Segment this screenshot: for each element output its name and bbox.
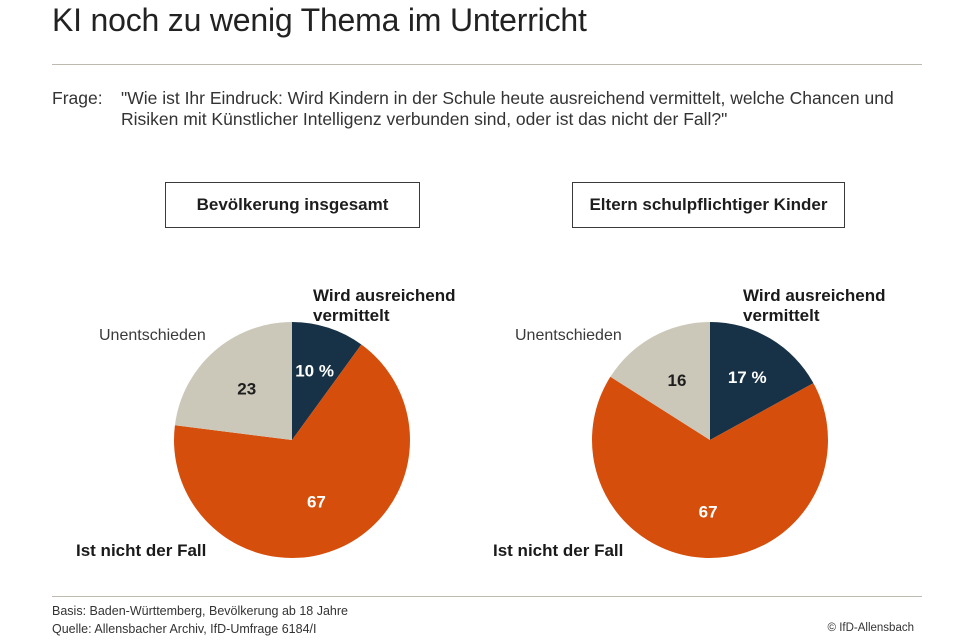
pie-left-label-unentschieden: Unentschieden xyxy=(99,327,206,344)
pie-right: 17 % 67 16 Wird ausreichend vermittelt U… xyxy=(493,286,886,560)
pie-right-value-nicht: 67 xyxy=(699,502,718,521)
pie-right-label-nicht: Ist nicht der Fall xyxy=(493,541,623,560)
pie-right-value-unentschieden: 16 xyxy=(668,371,687,390)
pie-left-label-nicht: Ist nicht der Fall xyxy=(76,541,206,560)
pie-charts: 10 % 67 23 Wird ausreichend vermittelt U… xyxy=(76,286,886,560)
pie-left-title: Bevölkerung insgesamt xyxy=(165,182,420,228)
pie-left-slice-ausreichend xyxy=(292,322,362,440)
pie-left-value-unentschieden: 23 xyxy=(237,380,256,399)
pie-left-value-nicht: 67 xyxy=(307,492,326,511)
pie-left-value-ausreichend: 10 % xyxy=(295,361,334,380)
bottom-divider xyxy=(52,596,922,597)
pie-right-label-ausreichend-line1: Wird ausreichend xyxy=(743,286,886,305)
pie-right-slice-ausreichend xyxy=(710,322,814,440)
pie-left-slice-unentschieden xyxy=(174,322,292,440)
question-text: "Wie ist Ihr Eindruck: Wird Kindern in d… xyxy=(121,88,894,129)
pie-right-label-ausreichend-line2: vermittelt xyxy=(743,306,820,325)
top-divider xyxy=(52,64,922,65)
chart-title: KI noch zu wenig Thema im Unterricht xyxy=(52,2,587,38)
footer-basis: Basis: Baden-Württemberg, Bevölkerung ab… xyxy=(52,604,348,618)
footer-source: Quelle: Allensbacher Archiv, IfD-Umfrage… xyxy=(52,622,317,636)
pie-left-label-ausreichend-line2: vermittelt xyxy=(313,306,390,325)
pie-right-label-unentschieden: Unentschieden xyxy=(515,327,622,344)
footer-copyright: © IfD-Allensbach xyxy=(827,622,914,634)
pie-right-value-ausreichend: 17 % xyxy=(728,368,767,387)
pie-right-slice-nicht xyxy=(591,376,828,559)
pie-right-slice-unentschieden xyxy=(610,322,710,440)
pie-left-label-ausreichend-line1: Wird ausreichend xyxy=(313,286,456,305)
pie-right-title: Eltern schulpflichtiger Kinder xyxy=(572,182,845,228)
question-label: Frage: xyxy=(52,88,103,108)
pie-left-slice-nicht xyxy=(173,344,410,559)
pie-left: 10 % 67 23 Wird ausreichend vermittelt U… xyxy=(76,286,456,560)
